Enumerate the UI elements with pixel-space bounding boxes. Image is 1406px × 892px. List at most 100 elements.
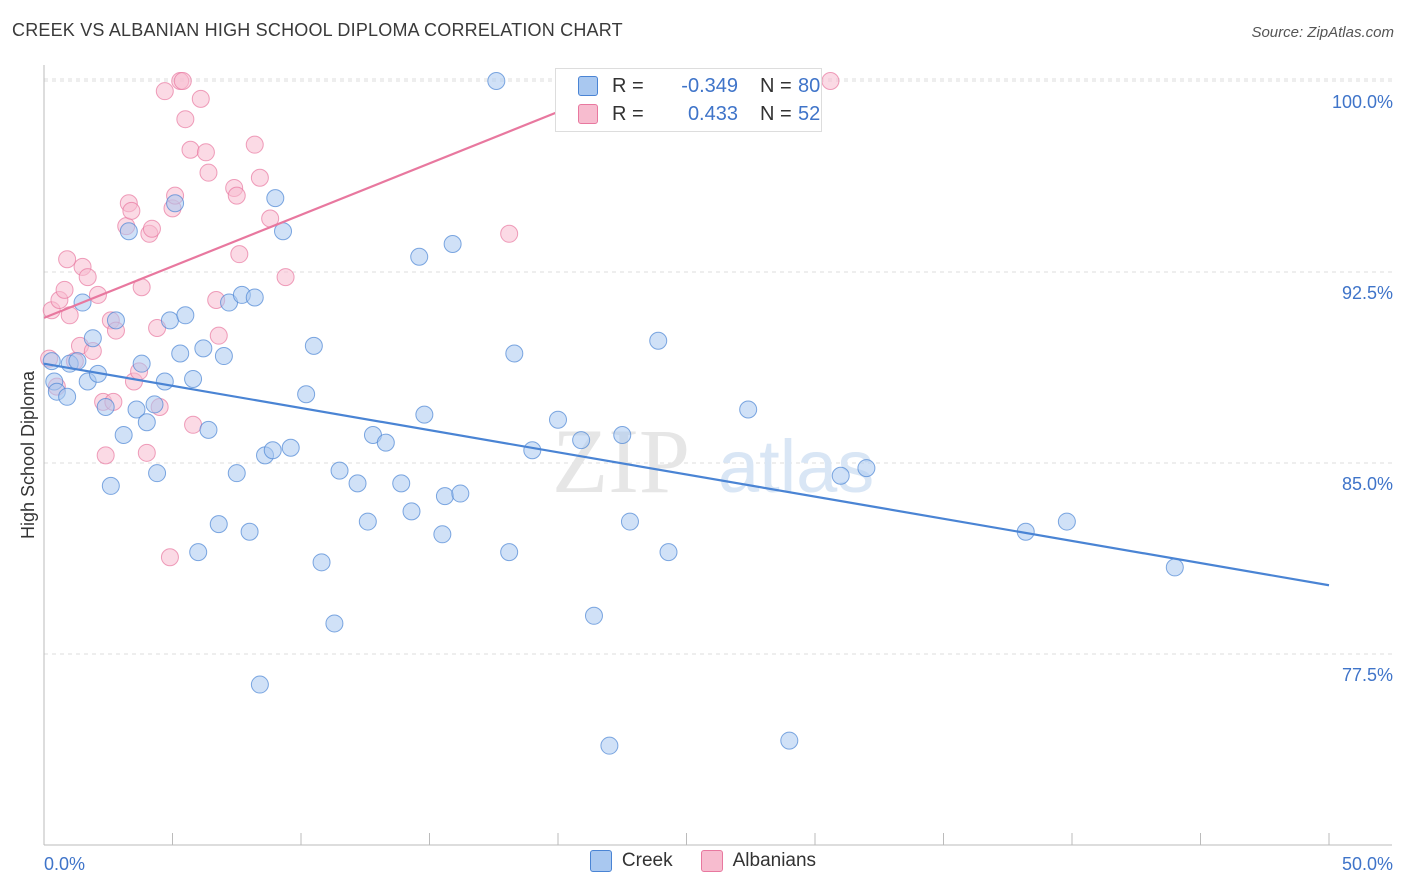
albanians-point — [245, 135, 264, 154]
albanians-point — [184, 415, 203, 434]
creek-legend-swatch — [589, 850, 612, 872]
creek-point — [410, 247, 429, 266]
creek-point — [739, 400, 758, 419]
creek-point — [549, 410, 567, 429]
y-tick-label: 85.0% — [1342, 474, 1393, 494]
creek-point — [96, 397, 115, 416]
albanians-point — [209, 326, 228, 345]
creek-point — [600, 736, 619, 755]
creek-point — [166, 194, 185, 213]
watermark-zip: ZIP — [552, 410, 690, 512]
creek-point — [613, 425, 632, 444]
creek-point — [500, 543, 519, 562]
creek-point — [171, 344, 190, 363]
creek-point — [194, 339, 213, 358]
tick-labels: 77.5% 85.0% 92.5% 100.0% 0.0% 50.0% — [44, 92, 1393, 874]
creek-point — [831, 466, 850, 485]
creek-point — [199, 420, 218, 439]
source-label: Source: ZipAtlas.com — [1251, 24, 1394, 41]
creek-point — [433, 525, 452, 544]
albanians-point — [821, 72, 840, 90]
creek-point — [857, 459, 876, 478]
creek-point — [145, 395, 164, 414]
creek-point — [451, 484, 470, 503]
legend-label-creek: Creek — [621, 850, 673, 871]
n-value: 80 — [798, 74, 821, 97]
albanians-legend-swatch — [700, 850, 723, 872]
axes — [43, 65, 1392, 846]
r-label: R = — [612, 102, 644, 125]
creek-point — [209, 515, 228, 534]
albanians-point — [173, 72, 192, 90]
y-tick-label: 92.5% — [1342, 283, 1393, 303]
creek-point — [281, 438, 300, 457]
r-value: 0.433 — [687, 102, 738, 125]
creek-point — [1165, 558, 1184, 577]
albanians-swatch — [578, 104, 598, 124]
creek-swatch — [578, 76, 598, 96]
creek-point — [227, 464, 246, 483]
albanians-point — [122, 201, 141, 220]
creek-point — [58, 387, 77, 406]
creek-point — [240, 522, 259, 541]
legend-label-albanians: Albanians — [732, 850, 817, 871]
albanians-point — [250, 168, 269, 187]
albanians-point — [55, 280, 74, 299]
watermark-atlas: atlas — [718, 425, 874, 508]
albanians-point — [227, 186, 246, 205]
creek-point — [435, 487, 454, 506]
bottom-legend: Creek Albanians — [0, 850, 1406, 872]
albanians-point — [230, 245, 249, 264]
creek-point — [137, 413, 156, 432]
legend-item-albanians[interactable]: Albanians — [700, 850, 817, 872]
creek-point — [415, 405, 434, 424]
creek-point — [376, 433, 395, 452]
creek-point — [114, 425, 133, 444]
grid-lines — [44, 78, 1392, 655]
creek-point — [83, 329, 102, 348]
creek-point — [487, 72, 506, 90]
albanians-point — [196, 143, 215, 162]
n-label: N = — [760, 102, 792, 125]
creek-point — [649, 331, 668, 350]
creek-point — [160, 311, 179, 330]
n-label: N = — [760, 74, 792, 97]
creek-points — [42, 72, 1184, 755]
creek-point — [68, 352, 87, 371]
creek-point — [106, 311, 125, 330]
r-label: R = — [612, 74, 644, 97]
albanians-point — [500, 224, 519, 243]
creek-point — [505, 344, 524, 363]
creek-trend-line — [43, 362, 1330, 587]
albanians-point — [199, 163, 218, 182]
creek-point — [148, 464, 167, 483]
r-value: -0.349 — [681, 74, 738, 97]
n-value: 52 — [798, 102, 821, 125]
albanians-trend-line — [43, 79, 636, 319]
creek-point — [584, 606, 603, 625]
albanians-point — [181, 140, 200, 159]
creek-point — [266, 189, 285, 208]
creek-point — [155, 372, 174, 391]
albanians-point — [155, 82, 174, 101]
creek-point — [119, 222, 138, 241]
creek-point — [263, 441, 282, 460]
x-tick-label: 50.0% — [1342, 854, 1393, 874]
creek-point — [132, 354, 151, 373]
creek-point — [358, 512, 377, 531]
albanians-point — [191, 89, 210, 108]
legend-item-creek[interactable]: Creek — [589, 850, 673, 872]
chart-title: CREEK VS ALBANIAN HIGH SCHOOL DIPLOMA CO… — [12, 20, 623, 40]
creek-point — [348, 474, 367, 493]
creek-point — [620, 512, 639, 531]
creek-point — [250, 675, 269, 694]
trend-lines — [43, 79, 1330, 587]
y-axis-label: High School Diploma — [18, 370, 38, 539]
creek-point — [214, 347, 233, 366]
creek-point — [392, 474, 411, 493]
albanians-point — [78, 268, 97, 287]
albanians-point — [142, 219, 161, 238]
creek-point — [1057, 512, 1076, 531]
creek-point — [176, 306, 195, 325]
